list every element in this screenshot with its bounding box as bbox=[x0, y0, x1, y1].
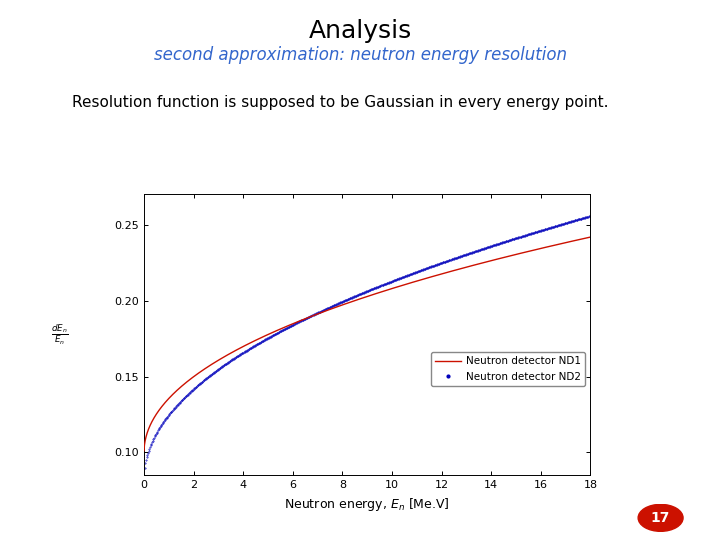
Text: Resolution function is supposed to be Gaussian in every energy point.: Resolution function is supposed to be Ga… bbox=[72, 94, 608, 110]
Text: second approximation: neutron energy resolution: second approximation: neutron energy res… bbox=[153, 46, 567, 64]
Legend: Neutron detector ND1, Neutron detector ND2: Neutron detector ND1, Neutron detector N… bbox=[431, 352, 585, 386]
X-axis label: Neutron energy, $E_n$ [Me.V]: Neutron energy, $E_n$ [Me.V] bbox=[284, 496, 450, 512]
Text: 17: 17 bbox=[651, 511, 670, 525]
Circle shape bbox=[638, 504, 683, 531]
Text: $\frac{dE_n}{E_n}$: $\frac{dE_n}{E_n}$ bbox=[50, 323, 68, 347]
Text: Analysis: Analysis bbox=[308, 19, 412, 43]
